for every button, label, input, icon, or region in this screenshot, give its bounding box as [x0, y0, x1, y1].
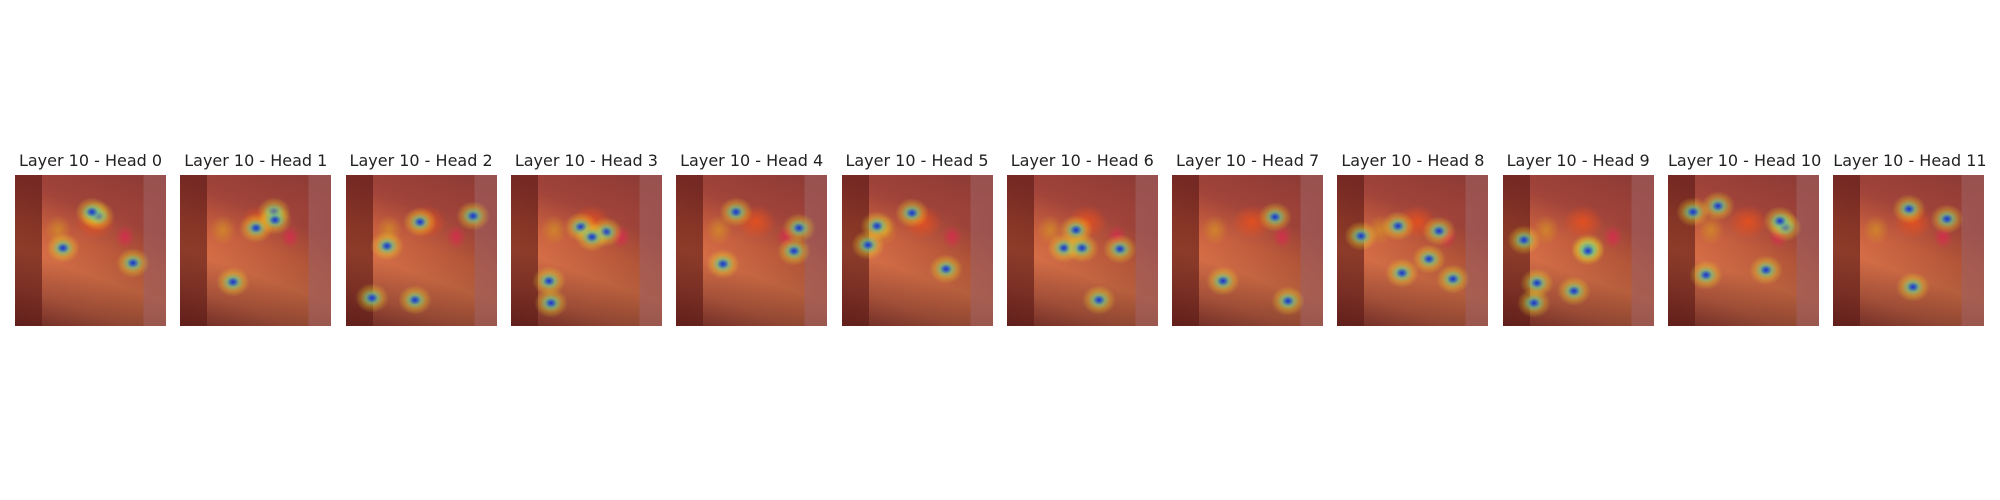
attention-panel: Layer 10 - Head 1: [180, 150, 332, 326]
heatmap-image: [1006, 175, 1158, 326]
attention-blob: [861, 240, 874, 251]
attention-panel: Layer 10 - Head 8: [1337, 150, 1489, 326]
attention-blob: [409, 294, 422, 305]
panel-title: Layer 10 - Head 10: [1668, 151, 1822, 170]
heatmap-image: [1668, 175, 1819, 326]
heatmap-image: [1833, 175, 1985, 326]
heatmap-image: [841, 175, 993, 326]
attention-blob: [1907, 282, 1920, 293]
attention-blob: [381, 240, 394, 251]
attention-blob: [467, 211, 480, 222]
heatmap-image: [345, 175, 497, 326]
attention-blob: [1728, 205, 1768, 239]
attention-blob: [1567, 286, 1580, 297]
attention-blob: [1531, 278, 1544, 289]
attention-blob: [1602, 225, 1623, 249]
attention-blob: [717, 259, 730, 270]
heatmap-image: [180, 175, 332, 326]
attention-blob: [1216, 275, 1229, 286]
heatmap-image: [676, 175, 828, 326]
attention-panel: Layer 10 - Head 4: [676, 150, 828, 326]
attention-panel: Layer 10 - Head 2: [345, 150, 497, 326]
attention-panel: Layer 10 - Head 9: [1502, 150, 1654, 326]
heatmap-image: [1172, 175, 1324, 326]
attention-blob: [1687, 207, 1700, 218]
attention-blob: [1057, 242, 1070, 253]
panel-title: Layer 10 - Head 3: [514, 151, 658, 170]
heatmap-image: [1502, 175, 1654, 326]
attention-panel: Layer 10 - Head 6: [1006, 150, 1158, 326]
attention-blob: [1447, 273, 1460, 284]
attention-blob: [788, 246, 801, 257]
attention-blob: [941, 225, 962, 249]
panel-title: Layer 10 - Head 2: [349, 151, 493, 170]
attention-blob: [1202, 215, 1229, 245]
attention-blob: [1092, 294, 1105, 305]
attention-blob: [1355, 231, 1368, 242]
attention-blob: [1941, 213, 1954, 224]
attention-panel: Layer 10 - Head 7: [1172, 150, 1324, 326]
heatmap-image: [15, 175, 166, 326]
attention-blob: [210, 215, 237, 245]
attention-blob: [1712, 201, 1725, 212]
attention-blob: [1076, 242, 1089, 253]
attention-blob: [1774, 215, 1787, 226]
attention-panel: Layer 10 - Head 10: [1668, 150, 1822, 326]
attention-blob: [1114, 244, 1127, 255]
attention-blob: [85, 206, 98, 217]
attention-panel: Layer 10 - Head 0: [15, 150, 166, 326]
heatmap-image: [510, 175, 662, 326]
attention-blob: [793, 222, 806, 233]
attention-blob: [115, 225, 135, 249]
panel-title: Layer 10 - Head 5: [845, 151, 989, 170]
attention-blob: [1699, 269, 1712, 280]
attention-blob: [414, 216, 427, 227]
attention-blob: [542, 276, 555, 287]
attention-blob: [586, 232, 599, 243]
attention-blob: [1395, 267, 1408, 278]
attention-blob: [729, 206, 742, 217]
attention-blob: [269, 214, 282, 225]
attention-blob: [1391, 220, 1404, 231]
attention-blob: [1759, 265, 1772, 276]
attention-blob: [540, 215, 567, 245]
attention-panel: Layer 10 - Head 3: [510, 150, 662, 326]
attention-panel: Layer 10 - Head 5: [841, 150, 993, 326]
attention-blob: [1527, 298, 1540, 309]
attention-blob: [906, 208, 919, 219]
attention-blob: [445, 225, 466, 249]
attention-blob: [1863, 215, 1890, 245]
attention-blob: [1518, 234, 1531, 245]
attention-blob: [56, 243, 69, 254]
attention-blob: [939, 264, 952, 275]
attention-blob: [1070, 225, 1083, 236]
attention-blob: [1281, 295, 1294, 306]
attention-blob: [1433, 225, 1446, 236]
attention-blob: [871, 221, 884, 232]
attention-blob: [544, 297, 557, 308]
panel-title: Layer 10 - Head 9: [1506, 151, 1650, 170]
panel-title: Layer 10 - Head 8: [1341, 151, 1485, 170]
attention-blob: [1268, 212, 1281, 223]
attention-blob: [126, 257, 139, 268]
attention-blob: [250, 222, 263, 233]
attention-blob: [1582, 245, 1595, 256]
attention-blob: [226, 277, 239, 288]
attention-blob: [1902, 204, 1915, 215]
panel-title: Layer 10 - Head 6: [1010, 151, 1154, 170]
heatmap-image: [1337, 175, 1489, 326]
panel-title: Layer 10 - Head 7: [1176, 151, 1320, 170]
attention-blob: [1422, 254, 1435, 265]
attention-panel: Layer 10 - Head 11: [1833, 150, 1987, 326]
panel-title: Layer 10 - Head 4: [680, 151, 824, 170]
panel-title: Layer 10 - Head 11: [1833, 151, 1987, 170]
wall: [180, 175, 332, 326]
panel-title: Layer 10 - Head 0: [18, 151, 163, 170]
attention-blob: [366, 292, 379, 303]
panel-title: Layer 10 - Head 1: [184, 151, 328, 170]
